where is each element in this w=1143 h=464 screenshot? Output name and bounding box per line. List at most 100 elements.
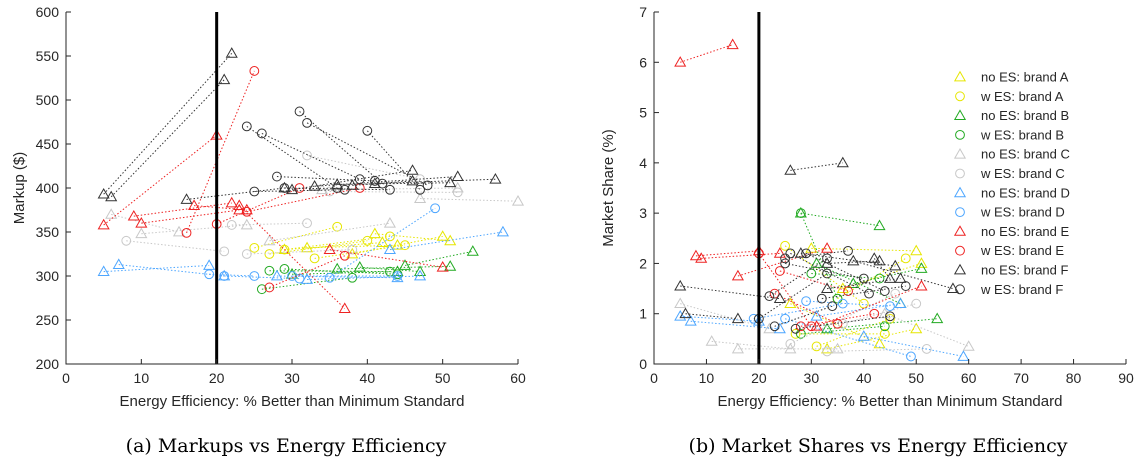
pair-connector	[322, 187, 458, 191]
data-point	[385, 266, 395, 277]
y-tick-label: 6	[639, 54, 647, 70]
data-point	[444, 176, 457, 188]
x-tick-label: 0	[62, 370, 70, 386]
data-point	[451, 170, 464, 181]
data-pair	[241, 244, 358, 259]
data-pair	[774, 266, 853, 296]
data-point	[414, 269, 427, 281]
data-point	[774, 266, 785, 276]
data-point	[821, 242, 834, 253]
x-tick-label: 10	[134, 370, 150, 386]
data-point	[731, 342, 744, 354]
legend: no ES: brand A w ES: brand A no ES: brand …	[953, 70, 1070, 297]
data-point	[962, 340, 975, 351]
data-point	[790, 328, 801, 339]
y-tick-label: 450	[36, 136, 60, 152]
data-point	[452, 187, 463, 198]
legend-entry: no ES: brand B	[953, 108, 1069, 123]
data-point	[674, 297, 687, 309]
data-pair	[263, 216, 396, 246]
data-pair	[272, 171, 380, 186]
data-point	[264, 282, 275, 293]
data-pair	[324, 203, 441, 283]
y-tick-label: 3	[639, 205, 647, 221]
data-pair	[805, 242, 923, 256]
pair-connector	[329, 249, 443, 268]
data-point	[773, 322, 786, 334]
data-point	[285, 183, 299, 195]
data-point	[843, 286, 853, 296]
data-point	[857, 330, 870, 341]
legend-label: w ES: brand A	[980, 89, 1064, 104]
data-point	[489, 172, 502, 184]
data-pair	[784, 156, 849, 175]
data-point	[805, 242, 818, 253]
data-point	[879, 321, 890, 332]
data-pair	[105, 208, 186, 237]
data-pair	[226, 218, 312, 230]
data-pair	[256, 128, 365, 185]
y-tick-label: 550	[36, 48, 60, 64]
data-point	[301, 273, 314, 284]
data-point	[910, 244, 923, 256]
data-point	[362, 235, 373, 246]
data-point	[302, 150, 312, 161]
pair-connector	[269, 270, 390, 273]
data-pair	[279, 231, 395, 255]
data-pair	[794, 247, 902, 271]
pair-connector	[276, 275, 398, 279]
data-pair	[836, 257, 928, 293]
data-point	[279, 244, 290, 255]
data-point	[764, 291, 775, 302]
data-point	[821, 257, 834, 268]
data-point	[843, 245, 853, 256]
data-point	[810, 257, 823, 268]
legend-marker	[955, 91, 965, 102]
data-pair	[180, 181, 291, 204]
data-point	[864, 288, 874, 299]
data-point	[836, 156, 849, 168]
legend-marker	[955, 245, 965, 256]
data-point	[801, 248, 811, 259]
pair-connector	[284, 268, 398, 275]
data-point	[347, 244, 358, 255]
pair-connector	[269, 222, 391, 242]
share-x-axis-label: Energy Efficiency: % Better than Minimum…	[718, 393, 1063, 410]
data-point	[831, 342, 844, 354]
data-point	[219, 271, 230, 281]
x-tick-label: 10	[699, 370, 715, 386]
data-point	[264, 249, 275, 259]
data-point	[784, 164, 797, 175]
caption-a: (a) Markups vs Energy Efficiency	[126, 435, 447, 457]
x-tick-label: 50	[908, 370, 924, 386]
pair-connector	[842, 303, 917, 325]
data-point	[869, 308, 880, 319]
pair-connector	[276, 176, 375, 182]
data-pair	[127, 196, 238, 221]
data-pair	[302, 150, 425, 185]
y-tick-label: 200	[36, 356, 60, 372]
data-pair	[780, 258, 869, 284]
data-pair	[847, 262, 928, 288]
pair-connector	[680, 285, 780, 300]
legend-entry: no ES: brand D	[953, 185, 1070, 200]
pair-connector	[314, 176, 458, 187]
share-series-pairs	[674, 38, 975, 362]
x-tick-label: 80	[1066, 370, 1082, 386]
data-pair	[785, 248, 874, 299]
y-tick-label: 400	[36, 180, 60, 196]
pair-connector	[329, 207, 436, 279]
x-tick-label: 40	[856, 370, 872, 386]
data-point	[868, 252, 881, 263]
legend-label: no ES: brand C	[981, 147, 1070, 162]
pair-connector	[299, 111, 383, 184]
data-point	[769, 321, 780, 332]
data-point	[301, 241, 314, 253]
data-point	[837, 298, 848, 309]
pair-connector	[827, 348, 927, 352]
data-point	[272, 171, 282, 182]
data-pair	[181, 66, 260, 238]
data-pair	[695, 247, 786, 263]
pair-connector	[769, 257, 828, 297]
pair-connector	[420, 198, 519, 202]
